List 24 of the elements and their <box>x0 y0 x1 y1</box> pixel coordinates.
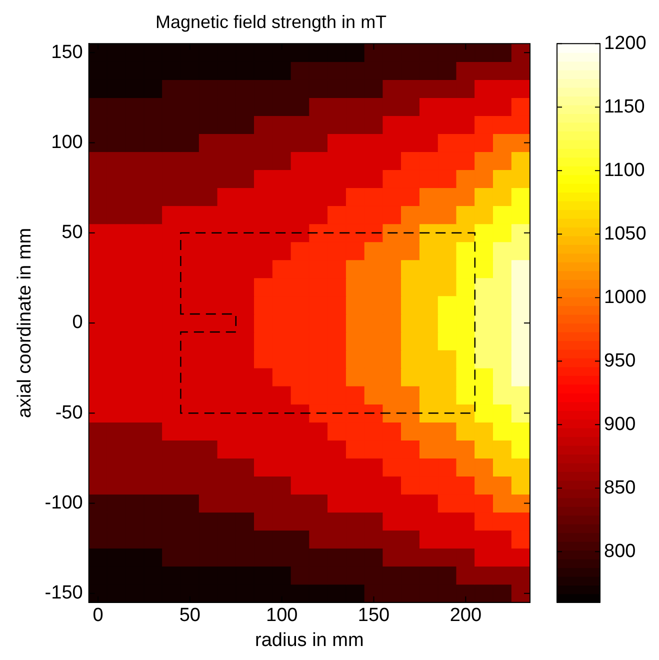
color-bar-label: 800 <box>604 540 636 562</box>
color-bar-label: 1100 <box>604 160 645 181</box>
y-tick-label: 100 <box>51 132 83 153</box>
color-bar-label: 1200 <box>604 32 646 54</box>
x-tick-label: 200 <box>450 605 482 626</box>
x-tick-label: 150 <box>358 605 390 626</box>
y-tick-label: 50 <box>62 222 83 244</box>
x-axis-title: radius in mm <box>255 630 364 651</box>
y-tick-label: 150 <box>51 42 83 63</box>
color-bar-label: 900 <box>604 414 636 435</box>
y-tick-label: -100 <box>44 492 83 514</box>
x-tick-label: 100 <box>266 605 298 626</box>
x-tick-label: 50 <box>179 605 200 626</box>
y-tick-label: -150 <box>44 582 83 604</box>
color-bar-label: 850 <box>604 477 636 498</box>
color-bar-label: 1150 <box>604 96 645 118</box>
y-axis-title: axial coordinate in mm <box>14 228 36 418</box>
y-tick-label: -50 <box>55 402 83 424</box>
color-bar-label: 950 <box>604 350 636 372</box>
y-tick-label: 0 <box>72 312 83 334</box>
color-bar-label: 1000 <box>604 286 646 308</box>
x-tick-label: 0 <box>92 605 104 626</box>
color-bar-label: 1050 <box>604 223 646 244</box>
chart-title: Magnetic field strength in mT <box>155 12 387 32</box>
